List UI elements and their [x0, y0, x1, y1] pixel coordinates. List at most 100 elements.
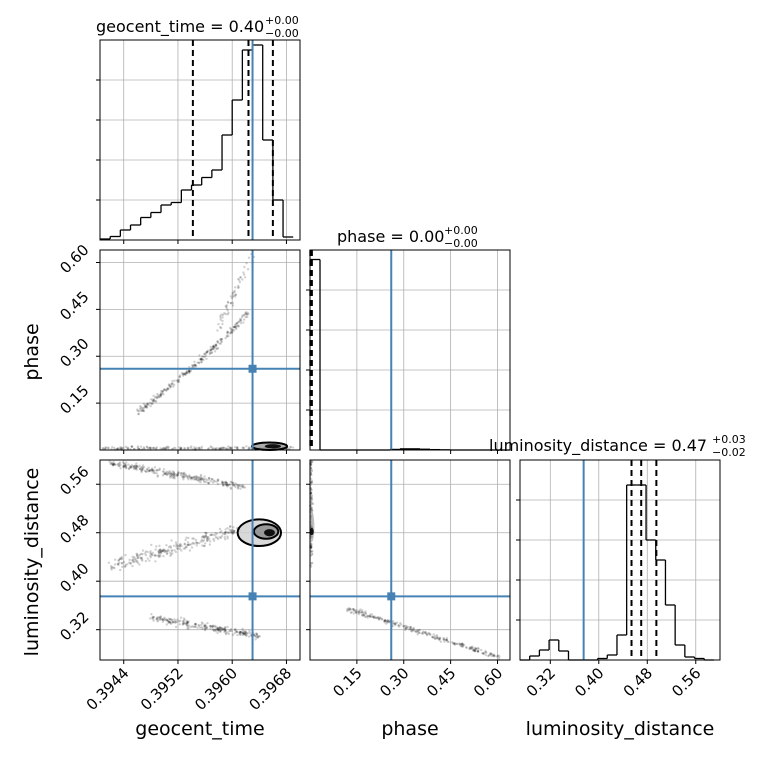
sample-point-150 — [193, 364, 196, 368]
sample-point-1345 — [433, 637, 437, 640]
sample-point-411 — [126, 446, 129, 449]
sample-point-401 — [173, 446, 176, 450]
sample-point-1330 — [373, 615, 376, 618]
sample-point-1161 — [191, 625, 194, 628]
sample-point-365 — [162, 446, 165, 450]
sample-point-810 — [179, 543, 182, 547]
sample-point-79 — [182, 372, 185, 375]
sample-point-750 — [161, 470, 165, 473]
sample-point-822 — [203, 544, 206, 548]
sample-point-1418 — [445, 638, 448, 642]
sample-point-1234 — [165, 618, 169, 622]
sample-point-283 — [233, 291, 236, 294]
sample-point-1552 — [447, 640, 450, 644]
sample-point-296 — [238, 280, 242, 284]
sample-point-201 — [235, 321, 238, 325]
sample-point-21 — [236, 324, 239, 327]
sample-point-538 — [114, 463, 117, 466]
sample-point-1056 — [244, 632, 247, 635]
sample-point-590 — [171, 473, 175, 477]
sample-point-103 — [159, 394, 162, 397]
sample-point-663 — [173, 474, 176, 477]
title-phase-plus: +0.00 — [444, 224, 478, 237]
sample-point-1100 — [214, 630, 218, 633]
sample-point-404 — [180, 447, 183, 450]
sample-point-1116 — [174, 620, 177, 624]
sample-point-782 — [236, 486, 240, 489]
sample-point-1274 — [254, 634, 257, 638]
sample-point-1476 — [465, 646, 468, 650]
sample-point-1535 — [348, 609, 351, 612]
sample-point-258 — [230, 331, 234, 334]
sample-point-1244 — [213, 625, 217, 628]
sample-point-1388 — [497, 654, 500, 657]
sample-point-653 — [118, 462, 121, 465]
sample-point-452 — [126, 447, 130, 450]
sample-point-535 — [168, 470, 172, 473]
sample-point-1395 — [473, 649, 477, 653]
sample-point-472 — [159, 447, 162, 450]
sample-point-1295 — [351, 608, 355, 611]
sample-point-161 — [151, 402, 154, 406]
sample-point-300 — [219, 326, 223, 330]
sample-point-280 — [237, 286, 240, 289]
sample-point-77 — [155, 396, 159, 399]
sample-point-438 — [148, 446, 152, 449]
sample-point-616 — [197, 479, 200, 483]
sample-point-1455 — [360, 610, 364, 614]
sample-point-379 — [222, 446, 225, 449]
sample-point-1141 — [151, 615, 155, 619]
sample-point-1223 — [198, 626, 202, 629]
sample-point-870 — [113, 566, 116, 570]
sample-point-1525 — [380, 618, 384, 621]
sample-point-708 — [145, 468, 149, 471]
sample-point-892 — [183, 542, 187, 546]
sample-point-1584 — [311, 502, 315, 505]
sample-point-690 — [234, 482, 237, 485]
sample-point-1146 — [175, 620, 179, 624]
sample-point-67 — [177, 380, 181, 384]
sample-point-1313 — [460, 644, 463, 648]
sample-point-1036 — [201, 540, 204, 543]
sample-point-508 — [120, 447, 124, 451]
sample-point-1540 — [492, 653, 495, 657]
sample-point-6 — [172, 383, 176, 387]
sample-point-275 — [246, 268, 250, 271]
sample-point-215 — [225, 335, 229, 338]
sample-point-946 — [191, 542, 194, 545]
sample-point-122 — [177, 379, 180, 382]
sample-point-537 — [130, 465, 133, 469]
sample-point-1556 — [310, 481, 313, 485]
sample-point-1544 — [431, 636, 434, 639]
sample-point-588 — [132, 465, 136, 469]
sample-point-127 — [194, 363, 197, 367]
sample-point-375 — [207, 447, 211, 450]
sample-point-1401 — [485, 651, 488, 654]
sample-point-210 — [235, 321, 239, 325]
sample-point-318 — [221, 313, 225, 317]
sample-point-322 — [117, 447, 120, 450]
sample-point-766 — [168, 474, 172, 478]
sample-point-325 — [220, 446, 223, 449]
sample-point-1229 — [174, 625, 178, 629]
xtick-label-phase-2: 0.45 — [423, 664, 459, 700]
sample-point-1283 — [181, 623, 185, 626]
sample-point-1444 — [418, 631, 421, 635]
sample-point-1487 — [395, 621, 399, 624]
sample-point-137 — [212, 345, 215, 348]
sample-point-817 — [205, 531, 208, 535]
sample-point-657 — [176, 474, 179, 477]
sample-point-1618 — [311, 549, 314, 553]
sample-point-529 — [199, 478, 203, 481]
sample-point-265 — [234, 293, 237, 296]
sample-point-815 — [165, 544, 168, 547]
sample-point-293 — [217, 322, 220, 326]
sample-point-273 — [231, 292, 234, 296]
sample-point-1549 — [368, 614, 371, 618]
sample-point-841 — [113, 563, 117, 566]
sample-point-660 — [151, 467, 154, 470]
sample-point-200 — [191, 364, 194, 367]
sample-point-990 — [227, 531, 230, 534]
sample-point-203 — [148, 401, 152, 405]
sample-point-1186 — [187, 627, 190, 630]
